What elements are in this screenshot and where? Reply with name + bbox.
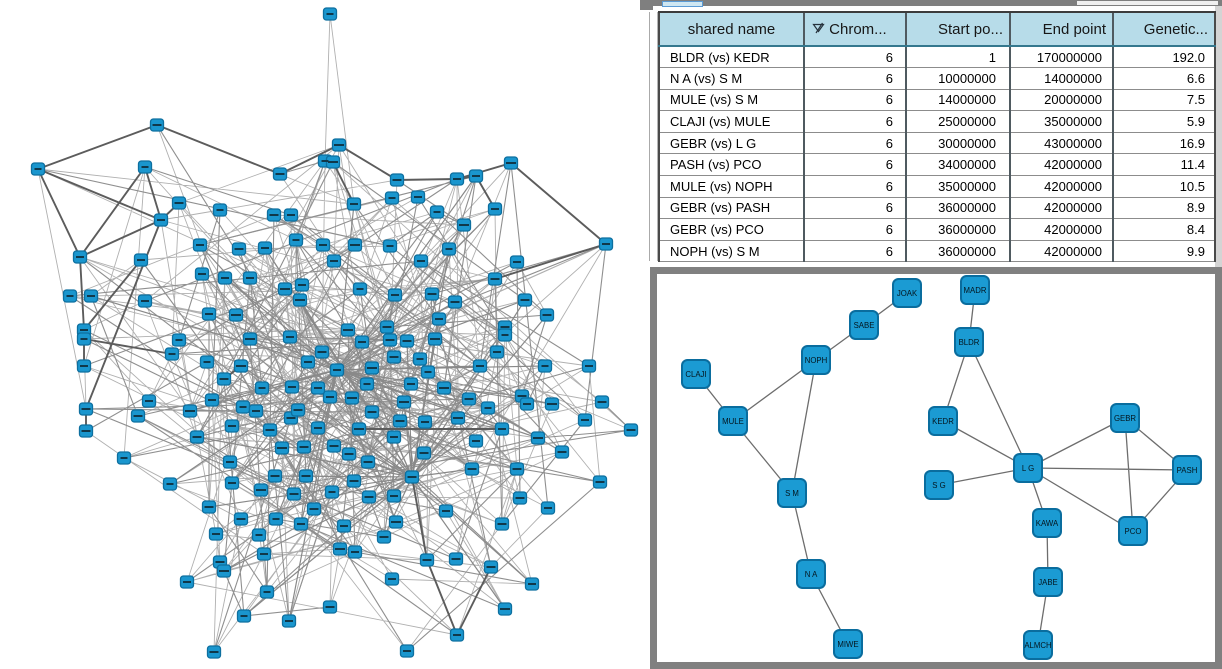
svg-text:JABE: JABE (1038, 578, 1058, 587)
svg-text:MADR: MADR (964, 286, 987, 295)
svg-text:CLAJI: CLAJI (685, 370, 706, 379)
svg-text:N A: N A (805, 570, 818, 579)
svg-text:GEBR: GEBR (1114, 414, 1136, 423)
svg-text:S M: S M (785, 489, 799, 498)
svg-text:JOAK: JOAK (897, 289, 918, 298)
svg-text:BLDR: BLDR (959, 338, 980, 347)
svg-text:KEDR: KEDR (932, 417, 954, 426)
svg-text:NOPH: NOPH (805, 356, 828, 365)
svg-text:KAWA: KAWA (1036, 519, 1059, 528)
svg-text:PCO: PCO (1125, 527, 1142, 536)
svg-text:MIWE: MIWE (837, 640, 858, 649)
svg-text:PASH: PASH (1177, 466, 1198, 475)
svg-text:MULE: MULE (722, 417, 744, 426)
svg-text:L G: L G (1022, 464, 1034, 473)
svg-text:SABE: SABE (854, 321, 875, 330)
svg-text:ALMCH: ALMCH (1024, 641, 1051, 650)
svg-text:S G: S G (932, 481, 945, 490)
